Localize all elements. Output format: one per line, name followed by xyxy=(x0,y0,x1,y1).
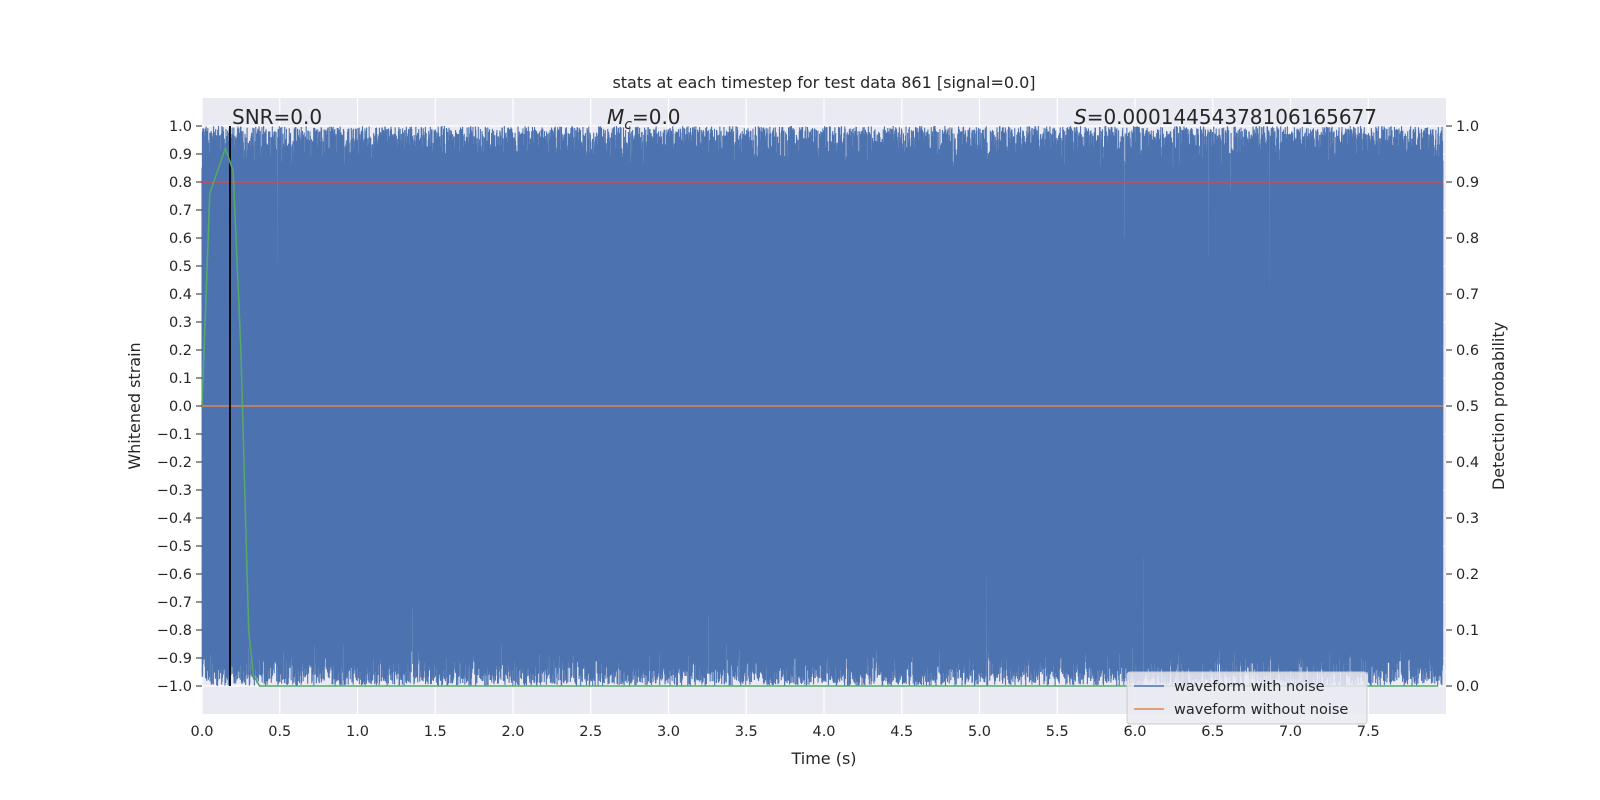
s-symbol: S xyxy=(1074,105,1087,129)
right-y-tick-label: 0.3 xyxy=(1456,511,1479,527)
left-y-axis-label: Whitened strain xyxy=(125,342,144,469)
right-y-tick-label: 0.0 xyxy=(1456,679,1479,695)
x-axis-ticks: 0.0 0.5 1.0 1.5 2.0 2.5 3.0 3.5 4.0 4.5 5.0 5.5 6.0 6… xyxy=(190,724,1379,740)
chirp-mass-symbol: M xyxy=(607,105,624,129)
x-tick-label: 5.5 xyxy=(1046,724,1069,740)
chirp-mass-annotation: Mc=0.0 xyxy=(607,105,681,133)
legend-box xyxy=(1126,671,1368,725)
left-y-tick-label: −0.3 xyxy=(157,483,192,499)
left-y-tick-label: 0.9 xyxy=(169,147,192,163)
x-tick-label: 6.5 xyxy=(1201,724,1224,740)
legend-entry-noise: waveform with noise xyxy=(1174,679,1325,695)
left-y-tick-label: 0.1 xyxy=(169,371,192,387)
right-y-axis-ticks: 1.0 0.9 0.8 0.7 0.6 0.5 0.4 0.3 0.2 0.1 0.0 xyxy=(1446,119,1479,695)
left-y-tick-label: −0.9 xyxy=(157,651,192,667)
left-y-tick-label: 0.0 xyxy=(169,399,192,415)
left-y-tick-label: 0.8 xyxy=(169,175,192,191)
legend-entry-clean: waveform without noise xyxy=(1174,702,1348,718)
left-y-tick-label: −0.2 xyxy=(157,455,192,471)
left-y-tick-label: −1.0 xyxy=(157,679,192,695)
right-y-tick-label: 0.8 xyxy=(1456,231,1479,247)
s-value: =0.00014454378106165677 xyxy=(1087,105,1377,129)
series-waveform-with-noise xyxy=(201,125,1444,687)
left-y-tick-label: −0.7 xyxy=(157,595,192,611)
x-tick-label: 4.0 xyxy=(812,724,835,740)
right-y-tick-label: 0.6 xyxy=(1456,343,1479,359)
x-tick-label: 2.5 xyxy=(579,724,602,740)
left-y-tick-label: 0.5 xyxy=(169,259,192,275)
left-y-tick-label: 0.3 xyxy=(169,315,192,331)
legend: waveform with noise waveform without noi… xyxy=(1126,671,1368,725)
x-tick-label: 7.0 xyxy=(1279,724,1302,740)
right-y-axis-label: Detection probability xyxy=(1489,322,1508,490)
left-y-tick-label: 1.0 xyxy=(169,119,192,135)
left-y-axis-ticks: 1.0 0.9 0.8 0.7 0.6 0.5 0.4 0.3 0.2 0.1 0.0 −0.1 −0.… xyxy=(157,119,202,695)
left-y-tick-label: −0.6 xyxy=(157,567,192,583)
left-y-tick-label: −0.4 xyxy=(157,511,192,527)
x-tick-label: 4.5 xyxy=(890,724,913,740)
x-tick-label: 1.0 xyxy=(346,724,369,740)
left-y-tick-label: 0.7 xyxy=(169,203,192,219)
left-y-tick-label: −0.5 xyxy=(157,539,192,555)
left-y-tick-label: 0.2 xyxy=(169,343,192,359)
noise-waveform-path xyxy=(201,125,1444,687)
right-y-tick-label: 1.0 xyxy=(1456,119,1479,135)
right-y-tick-label: 0.7 xyxy=(1456,287,1479,303)
x-tick-label: 5.0 xyxy=(968,724,991,740)
snr-annotation: SNR=0.0 xyxy=(232,105,322,129)
chirp-mass-subscript: c xyxy=(624,117,632,133)
right-y-tick-label: 0.2 xyxy=(1456,567,1479,583)
left-y-tick-label: 0.6 xyxy=(169,231,192,247)
x-tick-label: 2.0 xyxy=(501,724,524,740)
x-tick-label: 0.0 xyxy=(190,724,213,740)
x-tick-label: 3.0 xyxy=(657,724,680,740)
x-tick-label: 3.5 xyxy=(735,724,758,740)
x-tick-label: 0.5 xyxy=(268,724,291,740)
x-tick-label: 6.0 xyxy=(1123,724,1146,740)
right-y-tick-label: 0.5 xyxy=(1456,399,1479,415)
left-y-tick-label: −0.1 xyxy=(157,427,192,443)
x-tick-label: 7.5 xyxy=(1357,724,1380,740)
right-y-tick-label: 0.1 xyxy=(1456,623,1479,639)
x-tick-label: 1.5 xyxy=(424,724,447,740)
x-axis-label: Time (s) xyxy=(790,749,856,768)
s-annotation: S=0.00014454378106165677 xyxy=(1074,105,1377,129)
series-detection-probability xyxy=(201,145,1439,687)
chirp-mass-value: =0.0 xyxy=(632,105,681,129)
chart-title: stats at each timestep for test data 861… xyxy=(612,73,1035,92)
right-y-tick-label: 0.9 xyxy=(1456,175,1479,191)
right-y-tick-label: 0.4 xyxy=(1456,455,1479,471)
left-y-tick-label: −0.8 xyxy=(157,623,192,639)
left-y-tick-label: 0.4 xyxy=(169,287,192,303)
